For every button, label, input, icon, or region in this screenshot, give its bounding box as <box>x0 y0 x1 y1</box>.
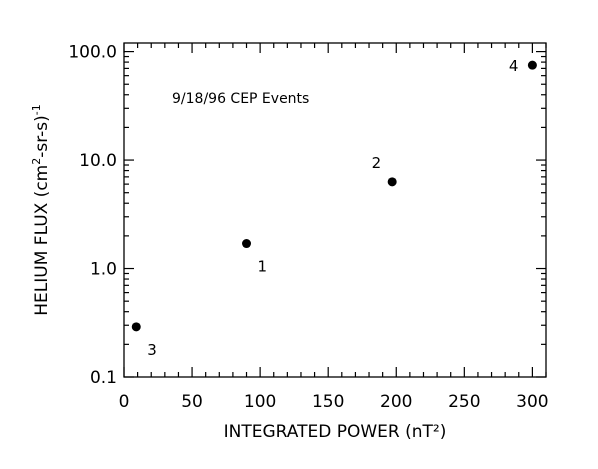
x-tick-label: 0 <box>119 392 130 412</box>
x-axis-ticks: 0 50 100 150 200 250 300 <box>119 43 549 412</box>
plot-frame <box>123 42 547 378</box>
x-tick-label: 100 <box>244 392 276 412</box>
data-point-3 <box>131 322 141 332</box>
y-axis-title-sup2: -1 <box>30 104 43 115</box>
x-tick-label: 300 <box>516 392 548 412</box>
x-tick-label: 150 <box>312 392 344 412</box>
data-point-1 <box>242 239 252 249</box>
data-point-label: 1 <box>258 258 268 276</box>
y-tick-label: 10.0 <box>79 151 117 171</box>
chart-annotation: 9/18/96 CEP Events <box>172 91 309 107</box>
y-tick-label: 0.1 <box>90 368 117 388</box>
y-axis-title-prefix: HELIUM FLUX (cm <box>32 165 52 316</box>
y-tick-label: 1.0 <box>90 260 117 280</box>
y-axis-title: HELIUM FLUX (cm2-sr-s)-1 <box>30 104 52 315</box>
y-tick-label: 100.0 <box>68 43 117 63</box>
y-axis-title-mid: -sr-s) <box>32 115 52 158</box>
x-tick-label: 50 <box>181 392 203 412</box>
x-axis-title: INTEGRATED POWER (nT²) <box>224 422 447 442</box>
x-tick-label: 250 <box>448 392 480 412</box>
y-axis-title-sup1: 2 <box>30 158 43 165</box>
data-point-2 <box>387 177 397 187</box>
data-point-4 <box>527 60 537 70</box>
x-tick-label: 200 <box>380 392 412 412</box>
data-point-label: 4 <box>509 57 519 75</box>
y-axis-ticks: 0.1 1.0 10.0 100.0 <box>68 43 546 388</box>
data-point-label: 3 <box>147 341 157 359</box>
data-points: 1 2 3 4 <box>131 57 537 359</box>
data-point-label: 2 <box>372 154 382 172</box>
